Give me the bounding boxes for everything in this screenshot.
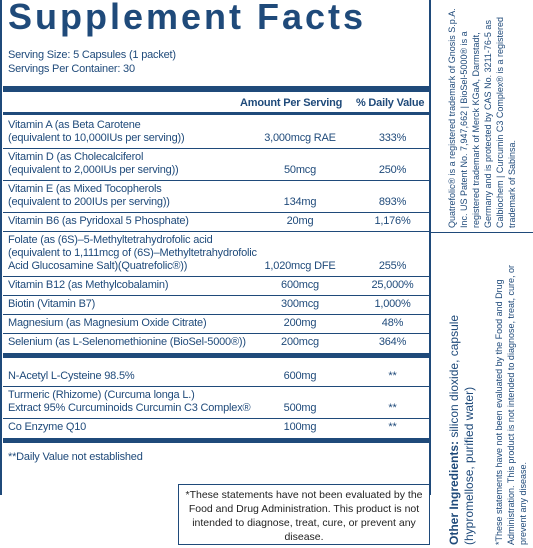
thick-rule [3, 353, 431, 358]
amount: 200mcg [281, 336, 319, 348]
column-header: Amount Per Serving [240, 97, 343, 109]
row-rule [3, 314, 431, 315]
footnote: **Daily Value not established [8, 451, 143, 463]
amount: 3,000mcg RAE [264, 132, 336, 144]
row-rule [3, 180, 431, 181]
thick-rule [3, 438, 431, 443]
title: Supplement Facts [8, 0, 367, 37]
nutrient-name: Folate (as (6S)–5-Methyltetrahydrofolic … [8, 234, 213, 246]
nutrient-name: Vitamin E (as Mixed Tocopherols [8, 183, 162, 195]
daily-value: 1,000% [374, 298, 411, 310]
nutrient-name: N-Acetyl L-Cysteine 98.5% [8, 370, 135, 382]
nutrient-name: Turmeric (Rhizome) (Curcuma longa L.) [8, 389, 195, 401]
nutrient-name: Acid Glucosamine Salt)(Quatrefolic®)) [8, 260, 188, 272]
amount: 20mg [286, 215, 314, 227]
amount: 500mg [283, 402, 317, 414]
daily-value: 1,176% [374, 215, 411, 227]
thick-rule [3, 112, 431, 115]
row-rule [3, 386, 431, 387]
row-rule [3, 148, 431, 149]
amount: 600mg [283, 370, 317, 382]
daily-value: 25,000% [371, 279, 414, 291]
nutrient-name: Vitamin D (as Cholecalciferol [8, 151, 144, 163]
daily-value: 48% [381, 317, 404, 329]
daily-value: 893% [378, 196, 407, 208]
daily-value: 333% [378, 132, 407, 144]
daily-value: 250% [378, 164, 407, 176]
row-rule [3, 418, 431, 419]
nutrient-name: Magnesium (as Magnesium Oxide Citrate) [8, 317, 207, 329]
nutrient-name: (equivalent to 10,000IUs per serving)) [8, 132, 185, 144]
row-rule [3, 212, 431, 213]
amount: 600mcg [281, 279, 319, 291]
amount: 1,020mcg DFE [264, 260, 336, 272]
nutrient-name: Extract 95% Curcuminoids Curcumin C3 Com… [8, 402, 251, 414]
servings-per-container: Servings Per Container: 30 [8, 63, 135, 75]
serving-size: Serving Size: 5 Capsules (1 packet) [8, 49, 176, 61]
nutrient-name: Vitamin B12 (as Methylcobalamin) [8, 279, 169, 291]
thick-rule [3, 86, 431, 92]
column-header: % Daily Value [356, 97, 425, 109]
nutrient-name: (equivalent to 200IUs per serving)) [8, 196, 170, 208]
daily-value: 255% [378, 260, 407, 272]
trademarks: Quatrefolic® is a registered trademark o… [447, 8, 517, 228]
daily-value: ** [388, 370, 397, 382]
nutrient-name: Biotin (Vitamin B7) [8, 298, 96, 310]
nutrient-name: Vitamin A (as Beta Carotene [8, 119, 141, 131]
amount: 200mg [283, 317, 317, 329]
amount: 300mcg [281, 298, 319, 310]
row-rule [3, 231, 431, 232]
side-disclaimer: *These statements have not been evaluate… [494, 265, 528, 545]
daily-value: ** [388, 402, 397, 414]
amount: 50mcg [283, 164, 317, 176]
amount: 100mg [283, 421, 317, 433]
other-ingredients: Other Ingredients: silicon dioxide, caps… [447, 250, 487, 545]
nutrient-name: Selenium (as L-Selenomethionine (BioSel-… [8, 336, 246, 348]
row-rule [3, 295, 431, 296]
row-rule [3, 276, 431, 277]
disclaimer-box: *These statements have not been evaluate… [178, 484, 430, 545]
nutrient-name: (equivalent to 2,000IUs per serving)) [8, 164, 179, 176]
nutrient-name: Co Enzyme Q10 [8, 421, 87, 433]
side-divider [431, 232, 533, 233]
amount: 134mg [283, 196, 317, 208]
daily-value: ** [388, 421, 397, 433]
nutrient-name: (equivalent to 1,111mcg of (6S)–Methylte… [8, 247, 257, 259]
nutrient-name: Vitamin B6 (as Pyridoxal 5 Phosphate) [8, 215, 189, 227]
other-ingredients-label: Other Ingredients: [447, 440, 461, 545]
row-rule [3, 333, 431, 334]
daily-value: 364% [378, 336, 407, 348]
panel-border [0, 0, 431, 495]
